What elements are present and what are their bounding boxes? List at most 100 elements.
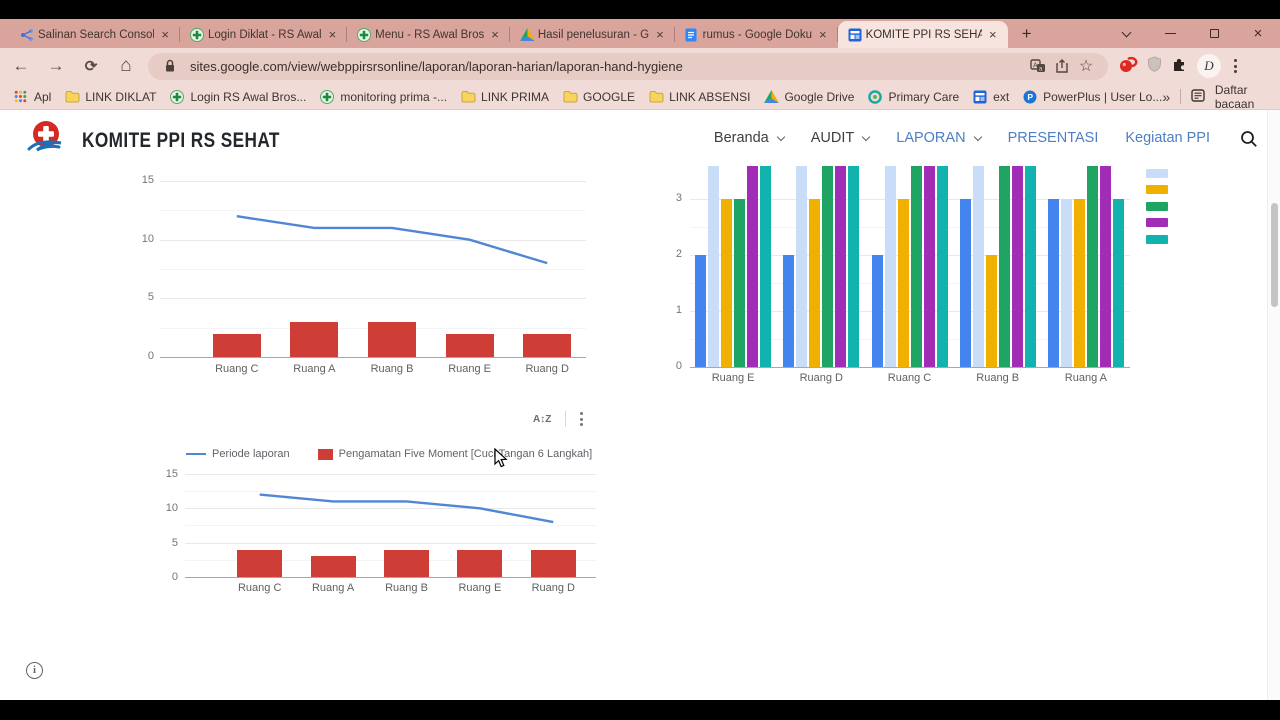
divider	[565, 411, 567, 427]
tab-close-icon[interactable]: ×	[491, 27, 499, 42]
bookmarks-bar: Apl LINK DIKLAT Login RS Awal Bros... monit…	[0, 82, 1280, 111]
page-scrollbar[interactable]	[1267, 110, 1280, 700]
info-button[interactable]: i	[26, 662, 43, 679]
minimize-button[interactable]	[1148, 19, 1192, 48]
bookmark-item[interactable]: LINK DIKLAT	[65, 90, 156, 104]
divider	[1180, 89, 1181, 104]
scrollbar-thumb[interactable]	[1271, 203, 1278, 307]
nav-item-audit[interactable]: AUDIT	[810, 130, 871, 146]
reading-list-label[interactable]: Daftar bacaan	[1214, 82, 1255, 111]
tab-title: Hasil penelusuran - G	[537, 28, 650, 41]
bookmark-item[interactable]: ext	[973, 90, 1009, 104]
legend-swatch	[1146, 218, 1168, 227]
chart-menu-icon[interactable]	[572, 412, 591, 426]
address-bar[interactable]: sites.google.com/view/webppirsrsonline/l…	[148, 52, 1108, 80]
green-plus-icon	[357, 27, 372, 42]
tab-close-icon[interactable]: ×	[161, 27, 169, 42]
nav-item-kegiatan-ppi[interactable]: Kegiatan PPI	[1125, 130, 1210, 146]
extension-red-icon[interactable]	[1118, 55, 1138, 78]
tab-close-icon[interactable]: ×	[988, 27, 997, 42]
site-header: KOMITE PPI RS SEHAT Beranda AUDIT LAPORAN P…	[0, 110, 1280, 166]
bookmark-item[interactable]: Google Drive	[764, 89, 854, 104]
new-tab-button[interactable]: +	[1021, 24, 1032, 43]
back-button[interactable]: ←	[12, 56, 30, 75]
browser-tab[interactable]: KOMITE PPI RS SEHAT ×	[837, 21, 1008, 48]
legend-label: Pengamatan Five Moment [Cuci Tangan 6 La…	[338, 448, 593, 460]
share-icon[interactable]	[1050, 54, 1074, 78]
bookmark-item[interactable]: Apl	[14, 90, 51, 104]
chart-hand-hygiene-grouped: 0 1 2 3 Ruang E Ruang D Ruang C Ruang B Ruang A	[660, 166, 1180, 401]
reading-list-icon[interactable]	[1191, 88, 1205, 105]
sites-icon	[848, 28, 862, 42]
bar	[985, 255, 997, 367]
maximize-button[interactable]	[1192, 19, 1236, 48]
bookmarks-overflow-button[interactable]: »	[1162, 88, 1171, 105]
nav-label: AUDIT	[810, 130, 855, 146]
browser-tab[interactable]: Menu - RS Awal Bros ×	[347, 21, 510, 48]
svg-text:P: P	[1028, 92, 1034, 102]
x-axis-category-label: Ruang C	[237, 582, 282, 594]
browser-menu-icon[interactable]	[1230, 59, 1247, 73]
nav-item-laporan[interactable]: LAPORAN	[896, 130, 982, 146]
bookmark-item[interactable]: LINK ABSENSI	[649, 90, 750, 104]
bar	[897, 199, 909, 367]
bookmark-item[interactable]: P PowerPlus | User Lo...	[1023, 90, 1162, 104]
gridline	[160, 239, 586, 241]
folder-icon	[461, 90, 476, 104]
home-button[interactable]: ⌂	[120, 55, 132, 76]
sort-az-icon[interactable]: A↕Z	[533, 413, 552, 425]
axis-baseline	[160, 357, 586, 358]
legend-swatch	[1146, 185, 1168, 194]
bookmark-label: LINK ABSENSI	[669, 89, 751, 104]
window-close-button[interactable]: ×	[1253, 25, 1263, 42]
site-title: KOMITE PPI RS SEHAT	[82, 129, 280, 152]
browser-toolbar: ← → ⟳ ⌂ sites.google.com/view/webppirsrs…	[0, 48, 1280, 84]
gridline-minor	[690, 283, 1130, 284]
gridline-minor	[690, 227, 1130, 228]
bookmark-label: PowerPlus | User Lo...	[1043, 89, 1163, 104]
line-series	[236, 215, 548, 265]
x-axis-category-label: Ruang C	[887, 372, 932, 384]
svg-text:A: A	[1033, 63, 1038, 70]
browser-tab[interactable]: rumus - Google Doku ×	[675, 21, 838, 48]
profile-avatar[interactable]: D	[1197, 54, 1221, 78]
tab-close-icon[interactable]: ×	[328, 27, 337, 42]
nav-item-beranda[interactable]: Beranda	[714, 130, 785, 146]
bookmark-item[interactable]: monitoring prima -...	[320, 89, 447, 104]
x-axis-category-label: Ruang D	[531, 582, 575, 594]
drive-icon	[519, 27, 535, 42]
legend-swatch	[1146, 201, 1168, 211]
docs-icon	[685, 28, 699, 42]
bookmark-star-icon[interactable]: ☆	[1078, 58, 1094, 75]
folder-icon	[563, 90, 578, 104]
bookmark-item[interactable]: GOOGLE	[563, 90, 635, 104]
search-console-icon	[20, 28, 34, 42]
x-axis-category-label: Ruang A	[311, 582, 355, 594]
svg-text:a: a	[1039, 67, 1043, 73]
reload-button[interactable]: ⟳	[84, 58, 98, 75]
axis-baseline	[185, 577, 596, 578]
bar	[530, 549, 576, 577]
browser-tab[interactable]: Salinan Search Consol ×	[10, 21, 180, 48]
bookmark-item[interactable]: Login RS Awal Bros...	[170, 89, 306, 104]
x-axis-category-label: Ruang B	[385, 582, 428, 594]
tab-close-icon[interactable]: ×	[656, 27, 664, 42]
browser-tab[interactable]: Hasil penelusuran - G ×	[510, 21, 675, 48]
forward-button[interactable]: →	[47, 56, 65, 75]
bookmark-item[interactable]: Primary Care	[868, 90, 959, 104]
tab-close-icon[interactable]: ×	[818, 27, 827, 42]
browser-tab[interactable]: Login Diklat - RS Awal ×	[180, 21, 348, 48]
mouse-cursor	[494, 448, 508, 468]
nav-label: LAPORAN	[896, 130, 966, 146]
bar	[796, 166, 808, 367]
site-search-icon[interactable]	[1240, 130, 1258, 148]
gridline-minor	[690, 339, 1130, 340]
nav-item-presentasi[interactable]: PRESENTASI	[1008, 130, 1099, 146]
extensions-puzzle-icon[interactable]	[1171, 56, 1188, 77]
bookmark-label: Apl	[34, 89, 52, 104]
bookmark-item[interactable]: LINK PRIMA	[461, 90, 549, 104]
tab-search-icon[interactable]	[1104, 19, 1148, 48]
shield-icon[interactable]	[1147, 55, 1162, 77]
bar	[1086, 166, 1098, 367]
